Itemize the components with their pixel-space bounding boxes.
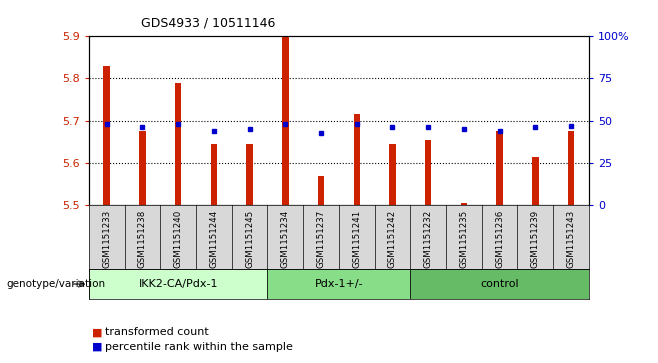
- Text: genotype/variation: genotype/variation: [7, 279, 106, 289]
- Bar: [353, 114, 360, 205]
- Bar: [532, 156, 538, 205]
- Text: GSM1151243: GSM1151243: [567, 210, 576, 268]
- Text: GSM1151238: GSM1151238: [138, 210, 147, 268]
- Bar: [461, 203, 467, 205]
- Text: percentile rank within the sample: percentile rank within the sample: [105, 342, 293, 352]
- Text: GSM1151245: GSM1151245: [245, 210, 254, 268]
- Bar: [211, 144, 217, 205]
- Bar: [246, 144, 253, 205]
- Bar: [282, 36, 288, 205]
- Text: GSM1151241: GSM1151241: [352, 210, 361, 268]
- Text: GSM1151233: GSM1151233: [102, 210, 111, 268]
- Text: GDS4933 / 10511146: GDS4933 / 10511146: [141, 16, 276, 29]
- Text: ■: ■: [92, 327, 103, 337]
- Bar: [89, 269, 267, 299]
- Text: GSM1151240: GSM1151240: [174, 210, 183, 268]
- Text: GSM1151235: GSM1151235: [459, 210, 468, 268]
- Text: IKK2-CA/Pdx-1: IKK2-CA/Pdx-1: [138, 279, 218, 289]
- Bar: [568, 131, 574, 205]
- Text: GSM1151244: GSM1151244: [209, 210, 218, 268]
- Text: transformed count: transformed count: [105, 327, 209, 337]
- Text: GSM1151237: GSM1151237: [316, 210, 326, 268]
- Text: GSM1151242: GSM1151242: [388, 210, 397, 268]
- Bar: [267, 269, 411, 299]
- Bar: [496, 131, 503, 205]
- Bar: [390, 144, 395, 205]
- Bar: [425, 140, 432, 205]
- Text: GSM1151236: GSM1151236: [495, 210, 504, 268]
- Text: GSM1151232: GSM1151232: [424, 210, 433, 268]
- Bar: [103, 66, 110, 205]
- Text: ■: ■: [92, 342, 103, 352]
- Text: GSM1151239: GSM1151239: [531, 210, 540, 268]
- Bar: [411, 269, 589, 299]
- Text: control: control: [480, 279, 519, 289]
- Text: GSM1151234: GSM1151234: [281, 210, 290, 268]
- Bar: [318, 176, 324, 205]
- Bar: [175, 83, 182, 205]
- Text: Pdx-1+/-: Pdx-1+/-: [315, 279, 363, 289]
- Bar: [139, 131, 145, 205]
